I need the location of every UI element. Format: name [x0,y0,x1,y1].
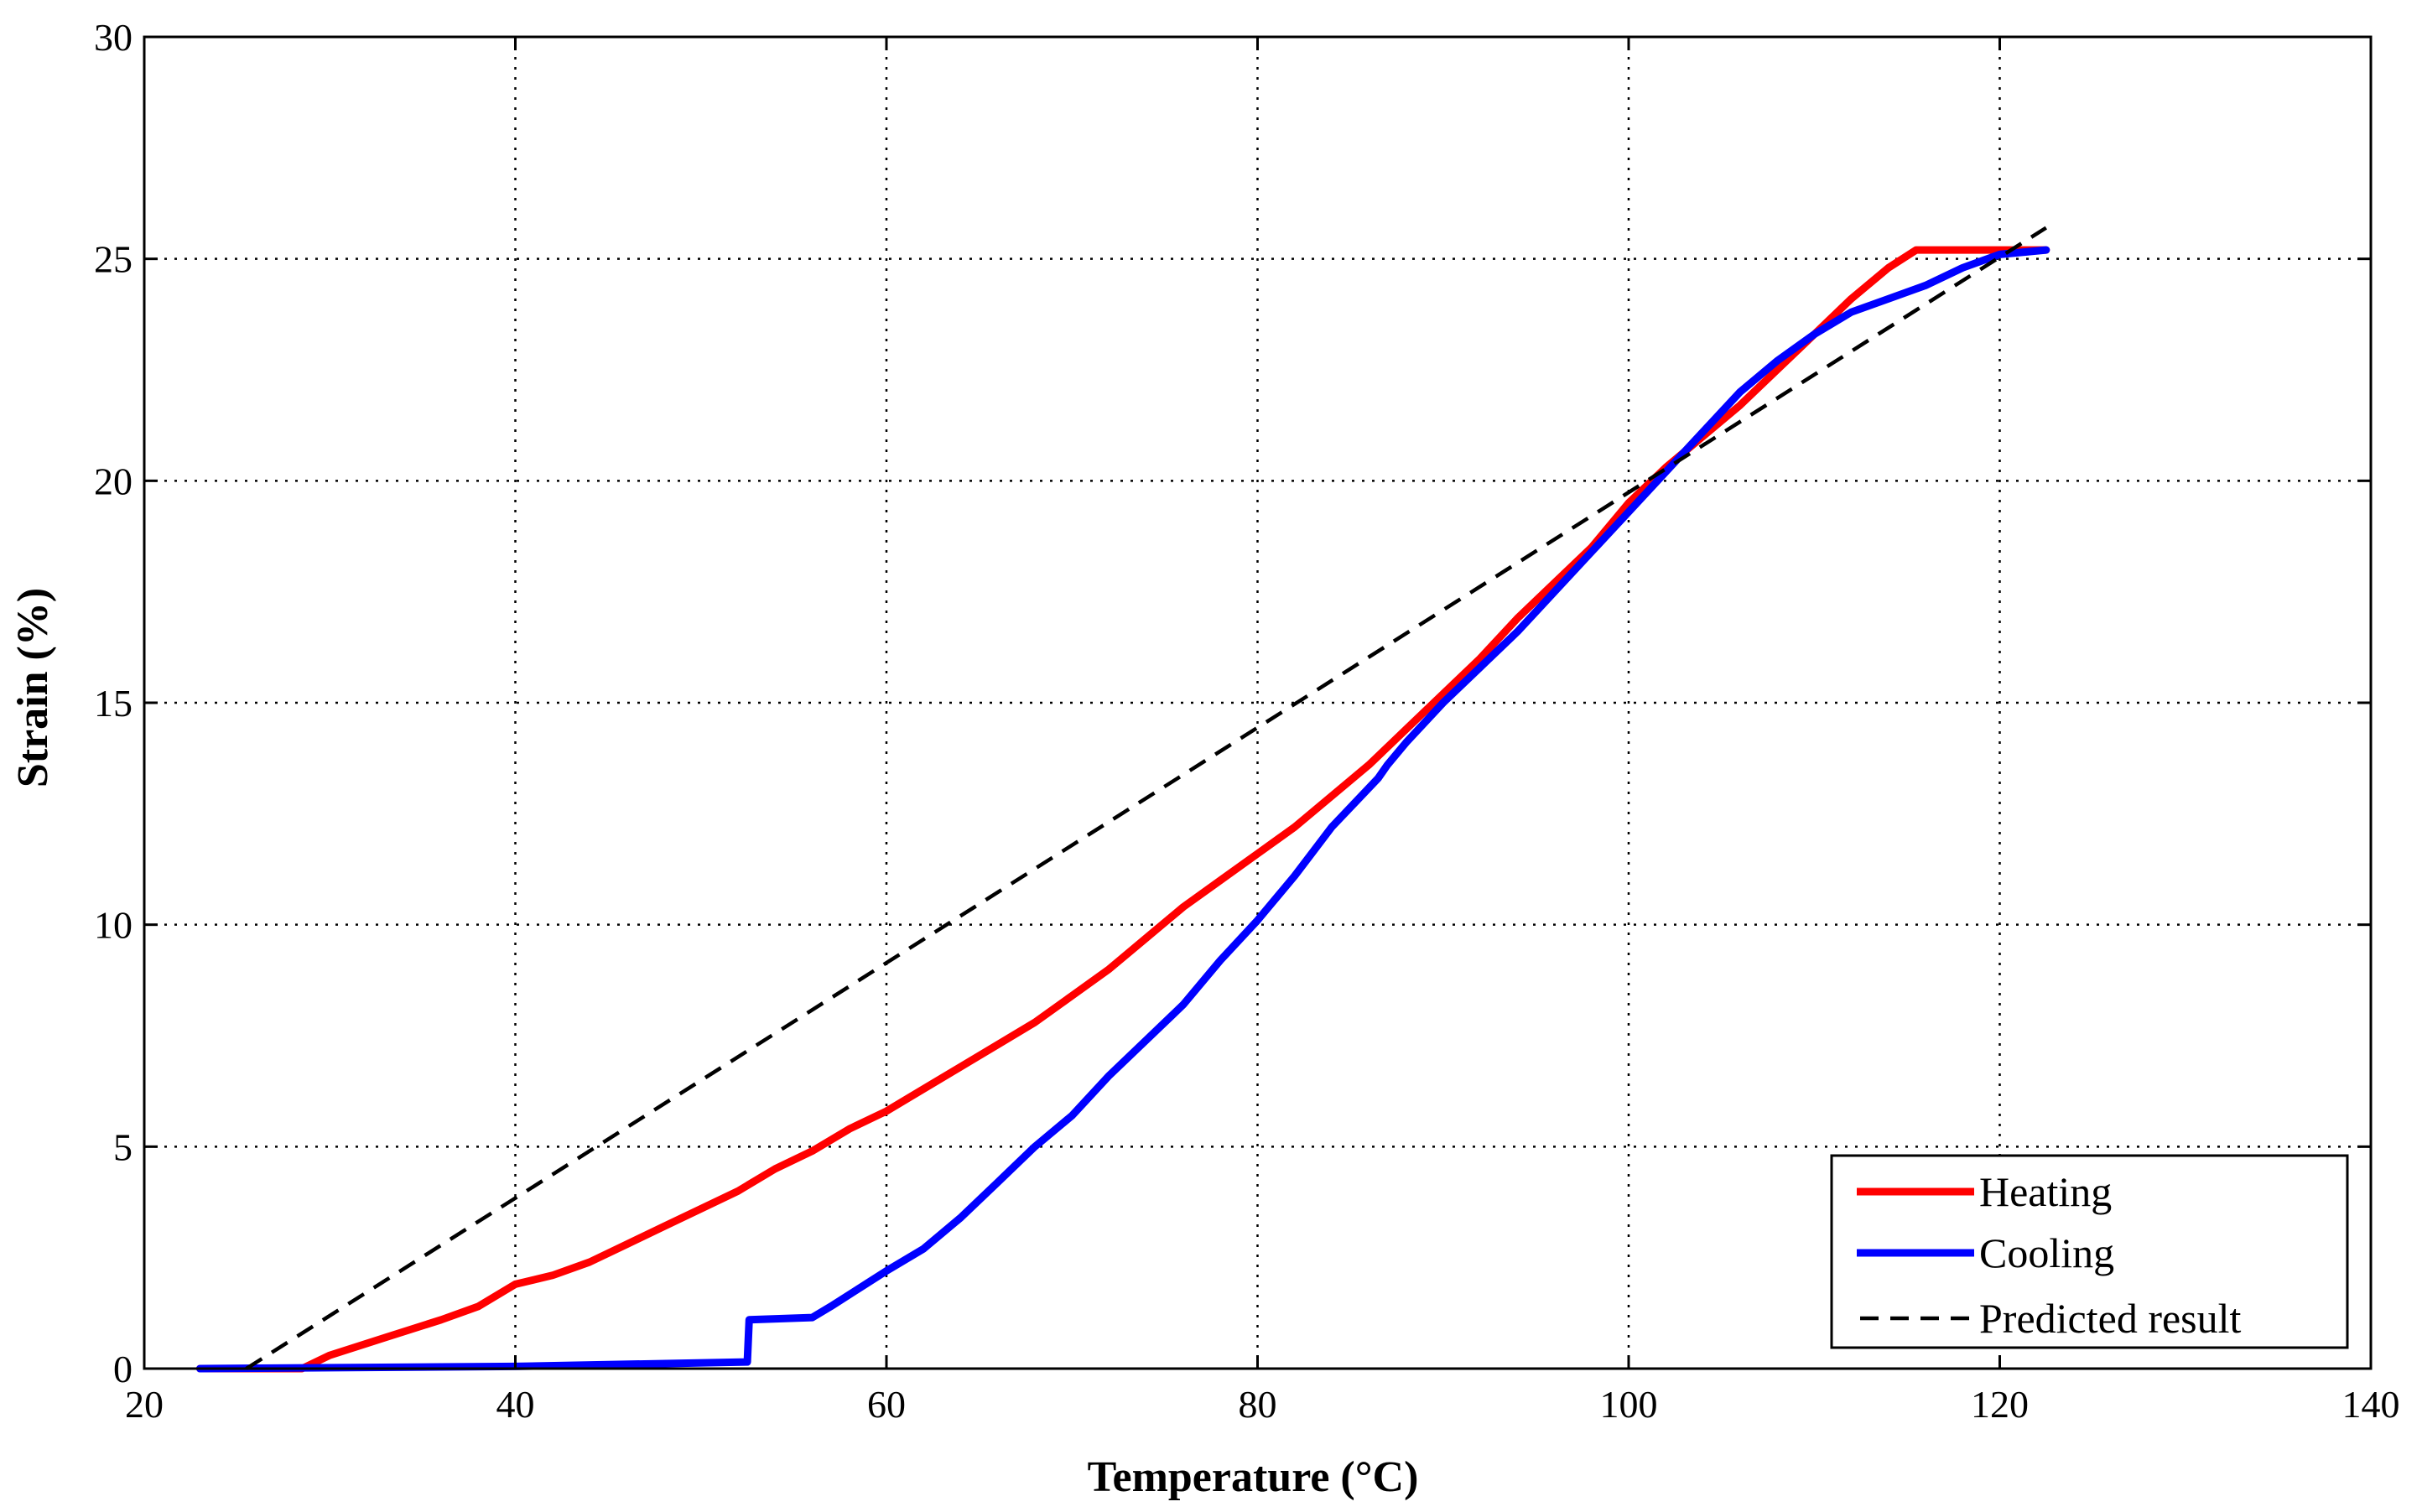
x-tick-label: 140 [2342,1383,2400,1426]
x-tick-label: 120 [1971,1383,2029,1426]
predicted-result-line [245,226,2048,1370]
x-tick-label: 20 [125,1383,164,1426]
y-tick-label: 25 [94,238,133,281]
x-tick-label: 60 [867,1383,906,1426]
y-tick-label: 30 [94,16,133,59]
data-series [195,226,2050,1373]
x-tick-label: 40 [496,1383,535,1426]
y-tick-label: 0 [113,1348,133,1390]
axis-ticks: 20 40 60 80 100 120 140 0 5 10 15 20 25 30 [94,16,2400,1426]
y-tick-label: 5 [113,1125,133,1168]
legend-heating-label: Heating [1979,1168,2112,1215]
grid-lines [144,37,2371,1369]
x-axis-label: Temperature (°C) [1088,1453,1419,1501]
legend-cooling-label: Cooling [1979,1229,2114,1276]
y-tick-label: 15 [94,682,133,725]
legend-predicted-label: Predicted result [1979,1295,2242,1342]
heating-line [195,246,2050,1373]
y-tick-label: 10 [94,904,133,947]
y-tick-label: 20 [94,460,133,502]
y-axis-label: Strain (%) [9,588,57,787]
legend: Heating Cooling Predicted result [1830,1154,2349,1349]
cooling-line [195,246,2050,1373]
x-tick-label: 80 [1239,1383,1277,1426]
x-tick-label: 100 [1600,1383,1658,1426]
